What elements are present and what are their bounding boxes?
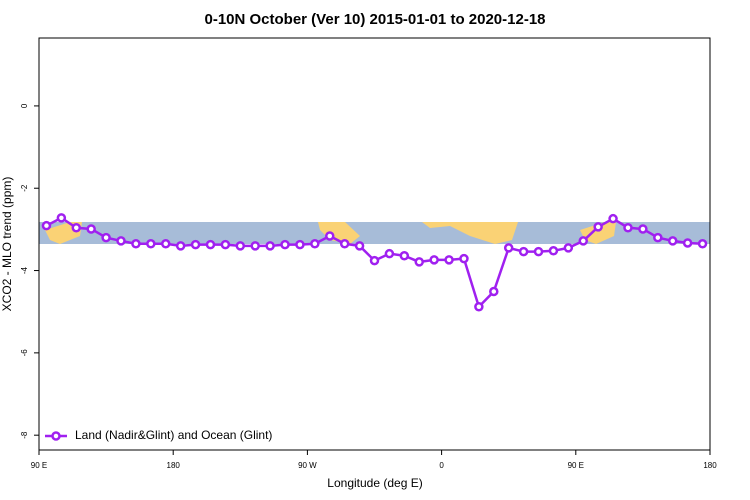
- point: [444, 255, 454, 265]
- point: [41, 220, 52, 231]
- point: [608, 213, 618, 224]
- x-tick-label: 180: [167, 461, 181, 470]
- point: [325, 231, 335, 241]
- point: [339, 239, 350, 249]
- point: [623, 222, 633, 233]
- point: [533, 246, 544, 257]
- point: [86, 224, 96, 234]
- point: [489, 286, 499, 297]
- x-axis-label: Longitude (deg E): [327, 476, 422, 490]
- point: [578, 236, 589, 246]
- y-tick-label: -4: [20, 266, 29, 274]
- point: [220, 239, 231, 250]
- point: [638, 224, 648, 234]
- point: [593, 222, 603, 232]
- point: [71, 222, 82, 233]
- point: [653, 232, 663, 243]
- point: [563, 243, 574, 253]
- chart-title: 0-10N October (Ver 10) 2015-01-01 to 202…: [204, 11, 545, 28]
- point: [235, 241, 246, 251]
- ocean: [39, 222, 710, 244]
- point: [518, 246, 529, 257]
- point: [175, 241, 186, 251]
- land: [422, 222, 518, 244]
- x-tick-label: 0: [439, 461, 444, 470]
- map-strip: [39, 222, 710, 244]
- x-tick-label: 180: [703, 461, 717, 470]
- point: [384, 248, 395, 259]
- point: [369, 255, 380, 266]
- point: [399, 250, 410, 261]
- y-tick-label: -6: [20, 349, 29, 357]
- x-tick-label: 90 E: [31, 461, 47, 470]
- legend-marker: [51, 431, 61, 441]
- point: [101, 232, 111, 243]
- point: [116, 236, 126, 246]
- x-tick-label: 90 E: [568, 461, 584, 470]
- point: [697, 239, 708, 249]
- y-axis-label: XCO2 - MLO trend (ppm): [0, 177, 14, 312]
- plot-frame: [38, 37, 711, 451]
- point: [131, 239, 141, 249]
- point: [265, 241, 275, 251]
- land: [580, 222, 616, 244]
- point: [250, 241, 260, 251]
- y-tick-label: 0: [20, 103, 29, 108]
- point: [205, 239, 216, 250]
- point: [160, 239, 171, 249]
- point: [503, 243, 514, 253]
- point: [548, 246, 559, 256]
- y-tick-label: -8: [20, 431, 29, 439]
- point: [280, 239, 290, 250]
- point: [146, 239, 156, 249]
- legend-label: Land (Nadir&Glint) and Ocean (Glint): [75, 428, 272, 442]
- point: [474, 302, 484, 312]
- point: [667, 236, 678, 246]
- point: [682, 238, 693, 248]
- point: [354, 241, 365, 251]
- point: [414, 257, 424, 267]
- point: [56, 213, 67, 223]
- point: [190, 239, 201, 250]
- y-tick-label: -2: [20, 184, 29, 192]
- point: [429, 255, 439, 265]
- point: [295, 239, 305, 250]
- point: [310, 239, 320, 249]
- point: [459, 253, 469, 264]
- x-tick-label: 90 W: [298, 461, 317, 470]
